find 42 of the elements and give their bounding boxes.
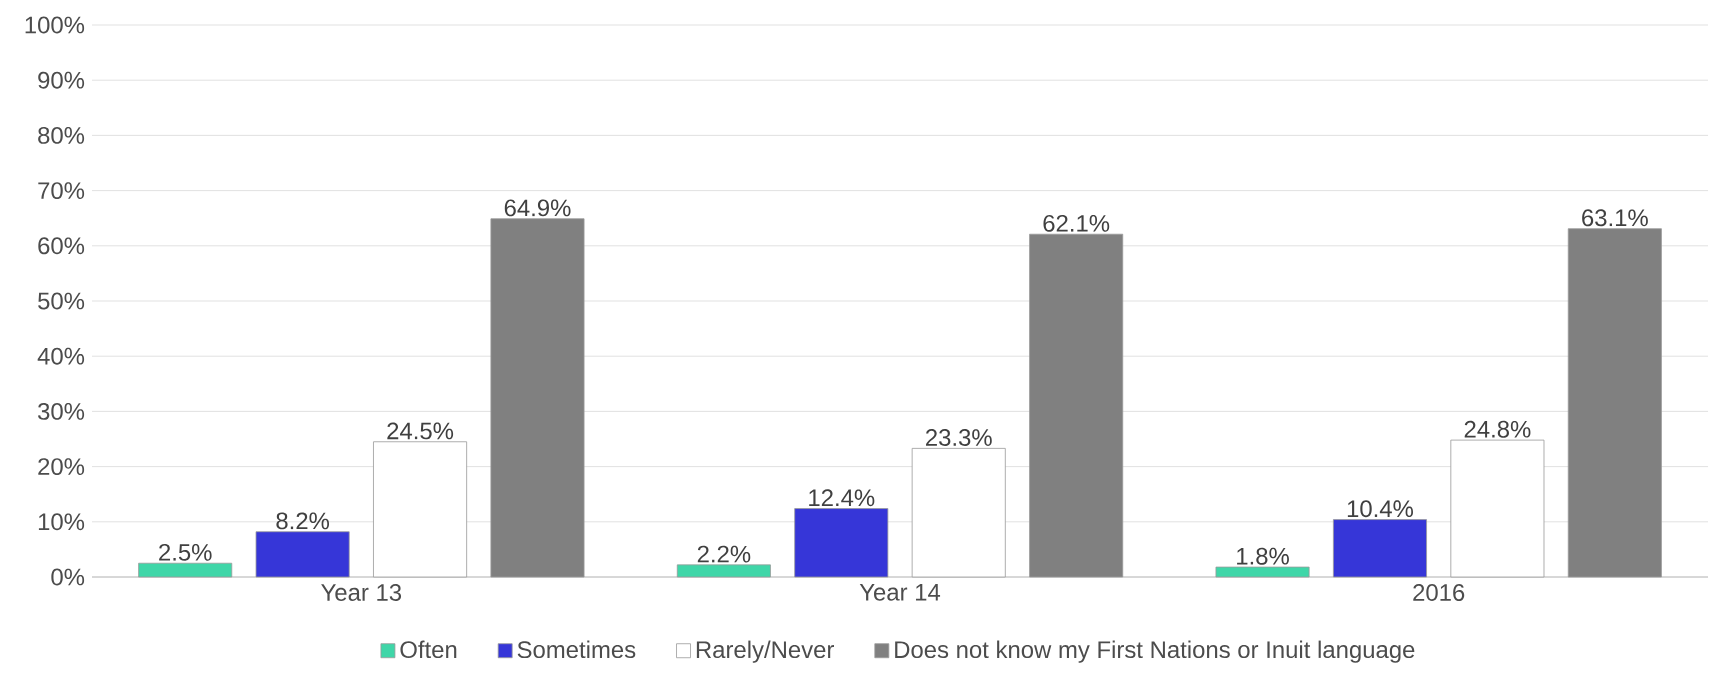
y-tick-label: 20% <box>38 458 85 476</box>
bar <box>255 531 350 578</box>
bar <box>1332 519 1427 578</box>
bar <box>911 447 1006 578</box>
data-label: 24.5% <box>387 422 454 440</box>
data-label: 63.1% <box>1582 209 1648 227</box>
y-tick-label: 10% <box>38 513 85 531</box>
y-tick-label: 60% <box>38 237 85 255</box>
bar <box>1567 228 1662 578</box>
data-label: 24.8% <box>1464 420 1531 438</box>
y-tick-label: 0% <box>51 568 85 586</box>
data-label: 10.4% <box>1347 500 1413 518</box>
legend-label: Rarely/Never <box>696 640 835 663</box>
bar <box>1215 566 1310 578</box>
data-label: 8.2% <box>276 512 330 530</box>
y-tick-label: 90% <box>38 71 85 89</box>
legend-label: Sometimes <box>517 640 636 659</box>
y-tick-label: 50% <box>38 292 85 310</box>
bar <box>373 441 468 578</box>
data-label: 2.2% <box>697 545 751 563</box>
data-label: 64.9% <box>504 199 571 217</box>
y-tick-label: 100% <box>25 16 85 34</box>
data-label: 2.5% <box>159 543 212 561</box>
bar <box>1029 233 1124 578</box>
y-tick-label: 80% <box>38 126 85 144</box>
bar <box>676 564 771 578</box>
data-label: 1.8% <box>1237 547 1289 565</box>
x-tick-label: 2016 <box>1413 584 1465 601</box>
data-label: 62.1% <box>1043 214 1110 232</box>
y-tick-label: 30% <box>38 402 85 420</box>
bar <box>138 562 233 578</box>
x-tick-label: Year 13 <box>321 584 402 601</box>
y-tick-label: 40% <box>37 347 85 365</box>
x-tick-label: Year 14 <box>859 584 941 601</box>
data-label: 23.3% <box>926 429 992 446</box>
bar <box>490 218 585 578</box>
legend-label: Does not know my First Nations or Inuit language <box>895 640 1415 663</box>
y-tick-label: 70% <box>38 182 85 200</box>
bar <box>794 508 889 578</box>
legend-label: Often <box>400 640 457 659</box>
bar <box>1450 439 1545 578</box>
data-label: 12.4% <box>809 489 875 507</box>
